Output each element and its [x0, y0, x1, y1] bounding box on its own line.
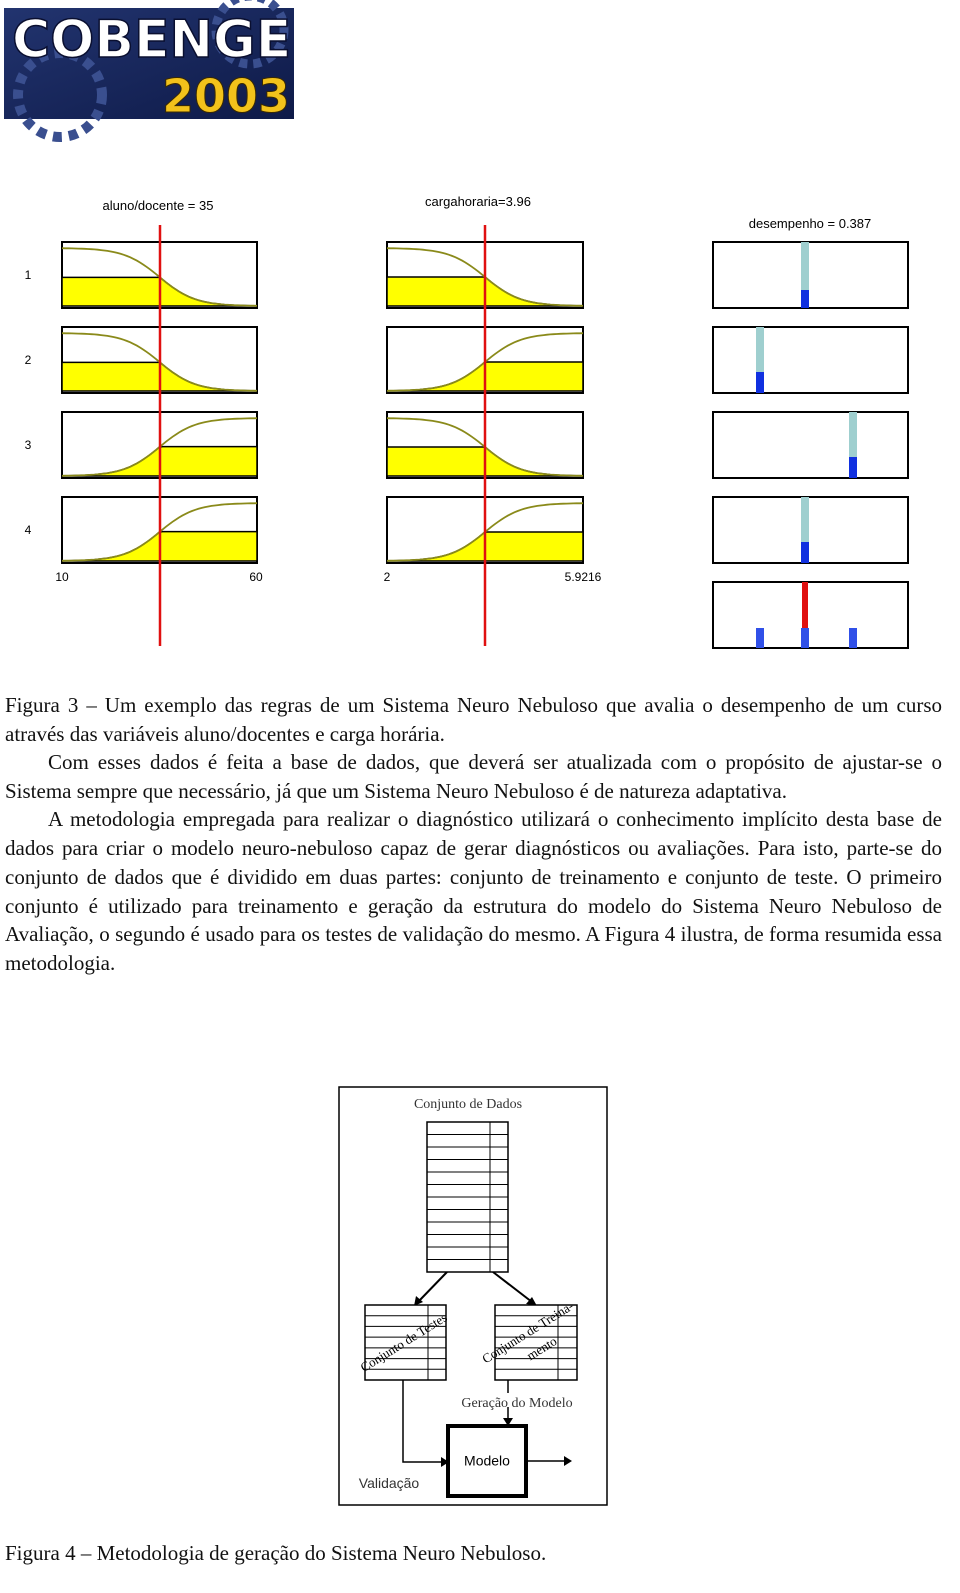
rule-number: 1 — [25, 268, 32, 282]
logo-title: COBENGE — [12, 10, 291, 70]
output-result — [802, 582, 808, 628]
figure-3-caption: Figura 3 – Um exemplo das regras de um S… — [5, 693, 942, 746]
paragraph: A metodologia empregada para realizar o … — [5, 807, 942, 975]
output-aggregate — [756, 628, 764, 648]
axis-min: 10 — [55, 570, 69, 584]
output-panel — [712, 241, 909, 309]
model-label: Modelo — [464, 1453, 510, 1469]
axis-max: 60 — [249, 570, 263, 584]
rule-number: 4 — [25, 523, 32, 537]
output-fired — [801, 290, 809, 308]
figure-4-caption: Figura 4 – Metodologia de geração do Sis… — [5, 1541, 547, 1565]
output-label: desempenho = 0.387 — [749, 216, 872, 231]
body-text: Com esses dados é feita a base de dados,… — [5, 748, 942, 978]
axis-max: 5.9216 — [565, 570, 602, 584]
output-panel — [712, 496, 909, 564]
table — [364, 1304, 447, 1381]
output-panel — [712, 326, 909, 394]
output-panel — [712, 411, 909, 479]
rule-number: 3 — [25, 438, 32, 452]
validation-label: Validação — [359, 1475, 420, 1491]
output-fired — [756, 372, 764, 393]
model-generation-label: Geração do Modelo — [461, 1396, 572, 1411]
output-aggregate — [849, 628, 857, 648]
paragraph: Com esses dados é feita a base de dados,… — [5, 750, 942, 803]
logo: COBENGE 2003 — [4, 0, 294, 142]
rule-number: 2 — [25, 353, 32, 367]
axis-min: 2 — [384, 570, 391, 584]
logo-year: 2003 — [162, 69, 290, 123]
output-aggregate — [801, 628, 809, 648]
output-bar — [801, 497, 809, 542]
output-bar — [801, 242, 809, 290]
output-fired — [801, 542, 809, 563]
output-bar — [756, 327, 764, 372]
output-panel — [712, 581, 909, 649]
output-bar — [849, 412, 857, 457]
input-label: aluno/docente = 35 — [103, 198, 214, 213]
input-label: cargahoraria=3.96 — [425, 194, 531, 209]
dataset-title: Conjunto de Dados — [414, 1097, 522, 1112]
figure-3: aluno/docente = 35 cargahoraria=3.96 des… — [25, 194, 909, 649]
table — [494, 1304, 578, 1381]
output-fired — [849, 457, 857, 478]
